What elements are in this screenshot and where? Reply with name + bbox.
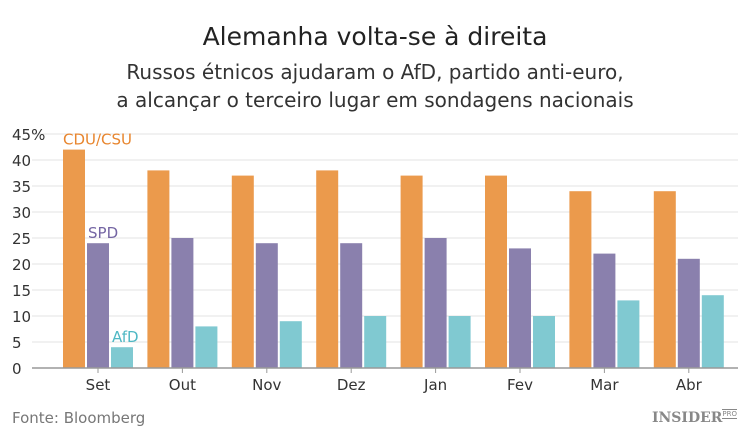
x-tick-label: Set xyxy=(86,376,111,394)
bar-cdu-csu-fev xyxy=(485,175,507,368)
y-tick-label: 25 xyxy=(12,230,31,248)
bar-afd-abr xyxy=(701,295,724,368)
bar-afd-mar xyxy=(617,300,640,368)
series-label-spd: SPD xyxy=(88,224,118,242)
bar-spd-abr xyxy=(677,258,700,368)
bar-afd-dez xyxy=(364,316,387,368)
x-tick-label: Jan xyxy=(423,376,447,394)
bar-spd-jan xyxy=(424,238,447,368)
bar-cdu-csu-abr xyxy=(653,191,676,368)
bar-cdu-csu-dez xyxy=(316,170,339,368)
chart-subtitle-line-2: a alcançar o terceiro lugar em sondagens… xyxy=(116,88,634,112)
bar-cdu-csu-set xyxy=(63,149,85,368)
bar-spd-out xyxy=(171,238,194,368)
y-tick-label: 20 xyxy=(12,256,31,274)
x-tick-label: Abr xyxy=(676,376,703,394)
y-tick-label: 10 xyxy=(12,308,31,326)
bar-spd-nov xyxy=(255,243,278,368)
bar-cdu-csu-jan xyxy=(400,175,423,368)
chart-subtitle-line-1: Russos étnicos ajudaram o AfD, partido a… xyxy=(126,60,624,84)
bar-spd-set xyxy=(87,243,109,368)
x-tick-label: Nov xyxy=(252,376,281,394)
x-tick-label: Dez xyxy=(337,376,366,394)
y-tick-label: 35 xyxy=(12,178,31,196)
x-tick-label: Out xyxy=(169,376,196,394)
y-tick-label: 5 xyxy=(12,334,22,352)
x-tick-label: Fev xyxy=(507,376,533,394)
bar-spd-dez xyxy=(340,243,363,368)
x-tick-label: Mar xyxy=(590,376,619,394)
y-tick-label: 40 xyxy=(12,152,31,170)
bar-cdu-csu-nov xyxy=(231,175,254,368)
bar-cdu-csu-mar xyxy=(569,191,592,368)
y-tick-label: 30 xyxy=(12,204,31,222)
bar-spd-fev xyxy=(509,248,531,368)
bar-afd-set xyxy=(111,347,133,368)
insider-pro-logo: INSIDERPRO xyxy=(651,409,737,426)
y-tick-label: 45% xyxy=(12,126,45,144)
source-note: Fonte: Bloomberg xyxy=(12,409,146,427)
bar-afd-jan xyxy=(448,316,471,368)
bar-spd-mar xyxy=(593,253,616,368)
bar-afd-fev xyxy=(533,316,555,368)
bar-afd-nov xyxy=(279,321,302,368)
series-label-cdu-csu: CDU/CSU xyxy=(63,131,132,149)
bar-afd-out xyxy=(195,326,218,368)
bar-cdu-csu-out xyxy=(147,170,170,368)
y-tick-label: 15 xyxy=(12,282,31,300)
y-tick-label: 0 xyxy=(12,360,22,378)
series-label-afd: AfD xyxy=(112,328,139,346)
chart-title: Alemanha volta-se à direita xyxy=(202,22,548,51)
